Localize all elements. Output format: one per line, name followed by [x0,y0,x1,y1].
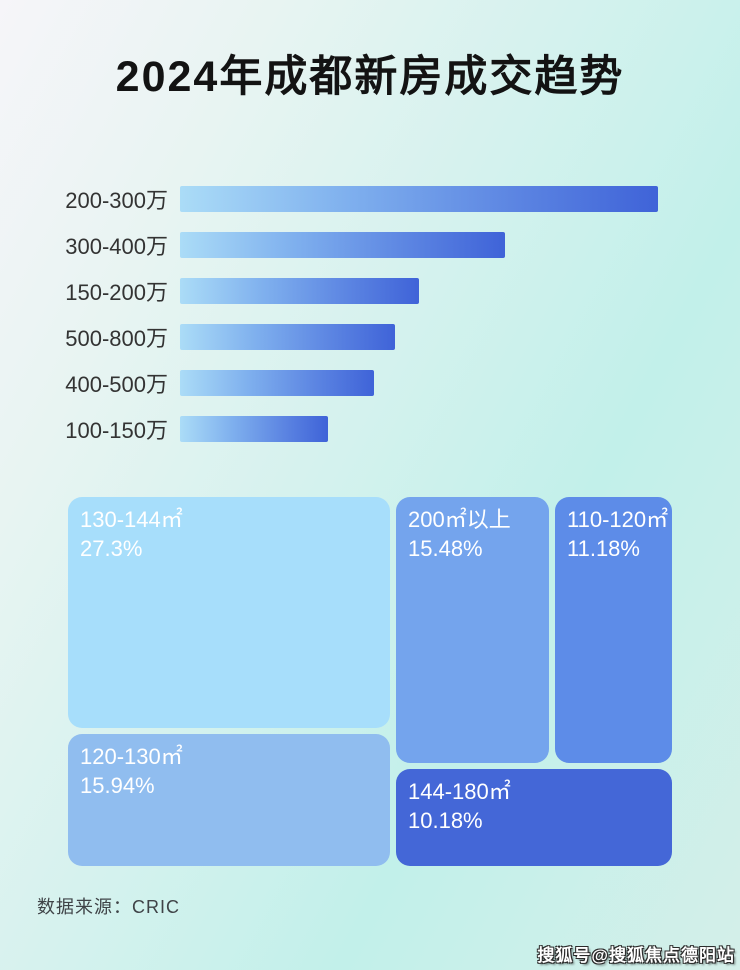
treemap-block-label: 120-130㎡ [80,744,183,769]
bar-track [180,324,658,350]
treemap-block: 130-144㎡ 27.3% [68,497,390,728]
treemap-block: 110-120㎡ 11.18% [555,497,672,763]
treemap-block-value: 15.94% [80,773,155,798]
bar-category-label: 100-150万 [65,418,168,443]
bar [180,232,506,258]
treemap-block-value: 11.18% [567,536,640,561]
bar-row: 200-300万 [0,186,740,213]
bar-category-label: 150-200万 [65,280,168,305]
bar-track [180,186,658,212]
bar [180,186,658,212]
page-title: 2024年成都新房成交趋势 [115,53,625,101]
treemap-block-label: 130-144㎡ [80,507,183,532]
area-treemap: 130-144㎡ 27.3% 120-130㎡ 15.94% 200㎡以上 15.48% 1… [68,497,672,866]
treemap-block-label: 144-180㎡ [408,779,511,804]
bar-category-label: 400-500万 [65,372,168,397]
treemap-block: 200㎡以上 15.48% [396,497,549,763]
bar-track [180,370,658,396]
bar-row: 300-400万 [0,232,740,259]
treemap-block-label: 200㎡以上 [408,507,511,532]
bar-track [180,416,658,442]
treemap-block-value: 10.18% [408,808,483,833]
bar-row: 100-150万 [0,416,740,443]
bar [180,324,396,350]
bar-row: 150-200万 [0,278,740,305]
bar-track [180,232,658,258]
bar [180,370,374,396]
bar [180,416,329,442]
data-source-label: 数据来源：CRIC [37,897,180,917]
treemap-block-value: 27.3% [80,536,143,561]
bar-category-label: 500-800万 [65,326,168,351]
bar-track [180,278,658,304]
bar-row: 500-800万 [0,324,740,351]
treemap-block: 120-130㎡ 15.94% [68,734,390,866]
bar [180,278,419,304]
price-bar-chart: 200-300万 300-400万 150-200万 500-800万 400-500万… [0,186,740,462]
treemap-block-value: 15.48% [408,536,483,561]
bar-category-label: 200-300万 [65,188,168,213]
treemap-block-label: 110-120㎡ [567,507,669,532]
bar-row: 400-500万 [0,370,740,397]
watermark: 搜狐号@搜狐焦点德阳站 [537,946,735,965]
bar-category-label: 300-400万 [65,234,168,259]
treemap-block: 144-180㎡ 10.18% [396,769,672,866]
